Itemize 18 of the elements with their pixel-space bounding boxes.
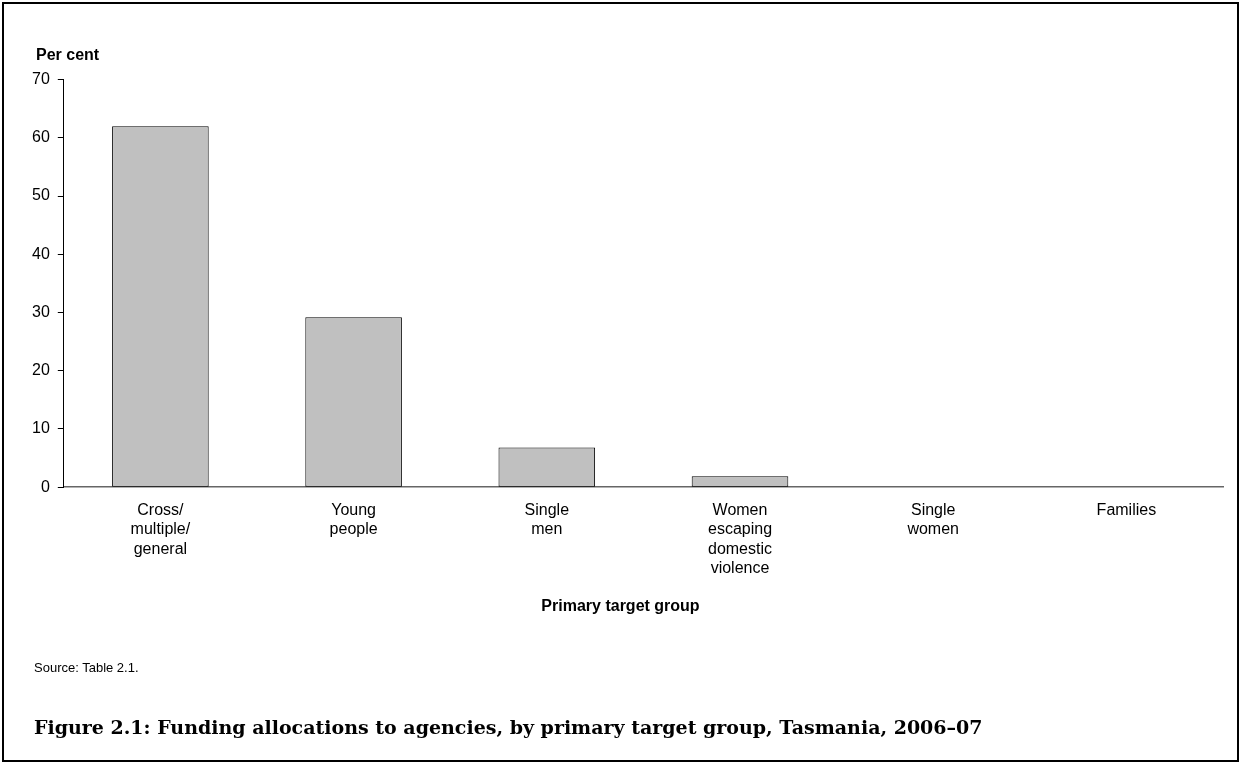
x-axis-title: Primary target group [540,597,701,615]
y-tick-label: 0 [40,477,50,495]
y-tick-label: 70 [32,70,50,88]
x-tick-label: Women escaping domestic violence [707,501,773,576]
x-tick-label: Young people [329,501,378,538]
text: Figure 2.1: Funding allocations to agencies, by primary target group, Tasmania, 2006–07 [34,716,983,738]
x-tick-label: Cross/ multiple/ general [130,501,191,557]
y-tick-label: 40 [32,244,50,262]
x-tick-label: Families [1096,501,1157,519]
y-tick-label: 50 [32,186,50,204]
x-tick-label: Single women [906,501,959,538]
y-tick-label: 20 [32,361,50,379]
y-tick-label: 10 [32,419,50,437]
x-tick-label: Single men [524,501,570,538]
y-tick-label: 60 [32,128,50,146]
y-tick-label: 30 [32,302,50,320]
source-note: Source: Table 2.1. [34,660,139,675]
y-axis-title: Per cent [36,46,100,64]
